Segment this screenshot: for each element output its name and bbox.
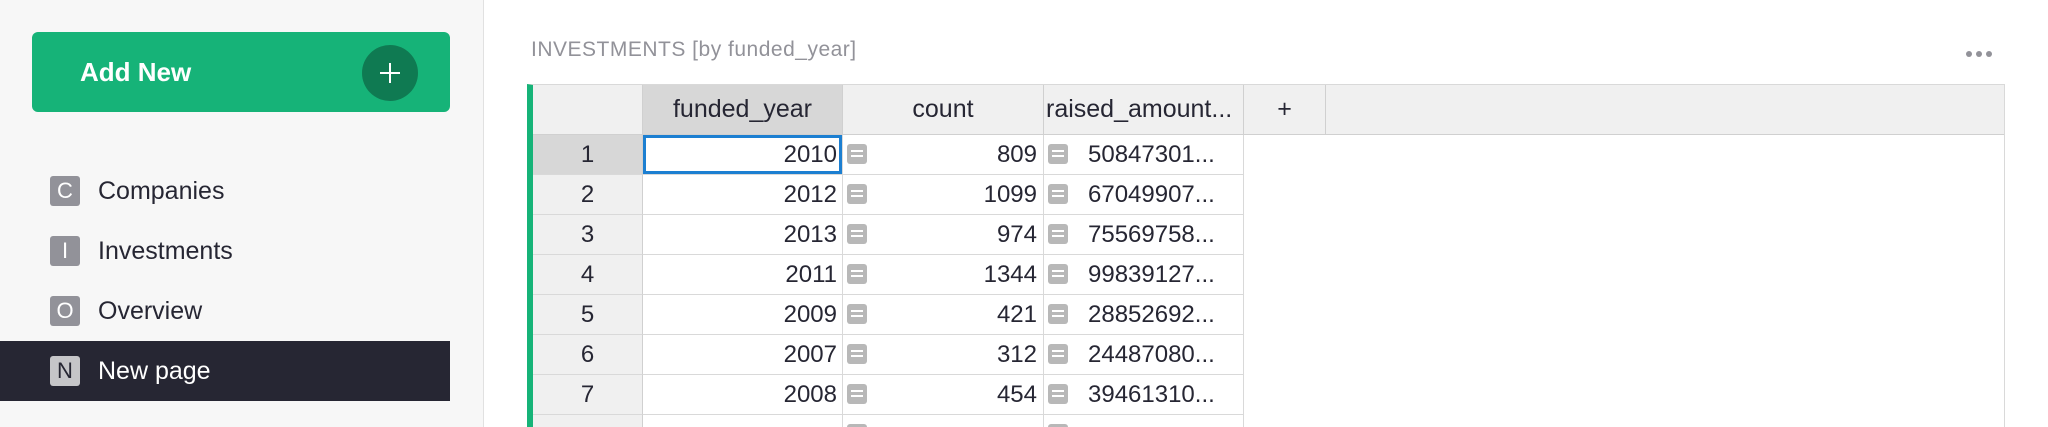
table-row: 7 2008 454 39461310... xyxy=(533,375,2004,415)
cell-funded-year[interactable]: 2010 xyxy=(643,135,843,175)
table-row: 4 2011 1344 99839127... xyxy=(533,255,2004,295)
cell-funded-year[interactable]: 2009 xyxy=(643,295,843,335)
formula-icon xyxy=(1048,384,1068,404)
cell-count[interactable]: 1344 xyxy=(843,255,1044,295)
formula-icon xyxy=(847,224,867,244)
cell-value: 312 xyxy=(996,341,1037,368)
cell-raised-amount[interactable]: 28852692... xyxy=(1044,295,1244,335)
column-header-funded-year[interactable]: funded_year xyxy=(643,85,843,134)
page-item-label: New page xyxy=(98,357,211,385)
cell-value: 1344 xyxy=(983,261,1037,288)
cell-value: 454 xyxy=(996,381,1037,408)
formula-icon xyxy=(847,184,867,204)
formula-icon xyxy=(1048,184,1068,204)
cell-raised-amount[interactable] xyxy=(1044,415,1244,427)
page-item-label: Overview xyxy=(98,297,203,325)
plus-icon xyxy=(362,45,418,101)
cell-raised-amount[interactable]: 99839127... xyxy=(1044,255,1244,295)
page-item-new-page[interactable]: N New page xyxy=(0,341,450,401)
add-column-button[interactable]: + xyxy=(1244,85,1326,134)
cell-count[interactable]: 809 xyxy=(843,135,1044,175)
more-options-icon[interactable] xyxy=(1964,44,1994,64)
table-row: 1 2010 809 50847301... xyxy=(533,135,2004,175)
column-header-raised-amount[interactable]: raised_amount... xyxy=(1044,85,1244,134)
page-item-overview[interactable]: O Overview xyxy=(0,281,450,341)
formula-icon xyxy=(847,264,867,284)
cell-value: 974 xyxy=(996,221,1037,248)
page-item-companies[interactable]: C Companies xyxy=(0,161,450,221)
cell-value: 809 xyxy=(996,141,1037,168)
page-item-label: Investments xyxy=(98,237,233,265)
add-new-label: Add New xyxy=(80,57,192,87)
table-row-partial xyxy=(533,415,2004,427)
formula-icon xyxy=(847,424,867,427)
formula-icon xyxy=(1048,344,1068,364)
cell-count[interactable]: 1099 xyxy=(843,175,1044,215)
formula-icon xyxy=(847,384,867,404)
formula-icon xyxy=(847,304,867,324)
row-number[interactable]: 1 xyxy=(533,135,643,175)
cell-count[interactable]: 421 xyxy=(843,295,1044,335)
page-letter-icon: O xyxy=(50,296,80,326)
page-letter-icon: N xyxy=(50,356,80,386)
row-number[interactable] xyxy=(533,415,643,427)
formula-icon xyxy=(1048,224,1068,244)
cell-value: 1099 xyxy=(983,181,1037,208)
cell-value: 421 xyxy=(996,301,1037,328)
formula-icon xyxy=(1048,304,1068,324)
sidebar: Add New C Companies I Investments O Over… xyxy=(0,0,484,427)
table-row: 6 2007 312 24487080... xyxy=(533,335,2004,375)
page-item-label: Companies xyxy=(98,177,225,205)
cell-value: 50847301... xyxy=(1088,141,1215,168)
cell-raised-amount[interactable]: 39461310... xyxy=(1044,375,1244,415)
row-number[interactable]: 5 xyxy=(533,295,643,335)
cell-count[interactable] xyxy=(843,415,1044,427)
cell-value: 28852692... xyxy=(1088,301,1215,328)
formula-icon xyxy=(1048,144,1068,164)
column-header-count[interactable]: count xyxy=(843,85,1044,134)
formula-icon xyxy=(847,344,867,364)
cell-value: 39461310... xyxy=(1088,381,1215,408)
add-new-button[interactable]: Add New xyxy=(32,32,450,112)
table-row: 3 2013 974 75569758... xyxy=(533,215,2004,255)
section-title: INVESTMENTS [by funded_year] xyxy=(531,38,857,61)
cell-funded-year[interactable]: 2007 xyxy=(643,335,843,375)
cell-raised-amount[interactable]: 67049907... xyxy=(1044,175,1244,215)
cell-raised-amount[interactable]: 50847301... xyxy=(1044,135,1244,175)
formula-icon xyxy=(847,144,867,164)
column-header-row: funded_year count raised_amount... + xyxy=(533,85,2004,135)
cell-count[interactable]: 974 xyxy=(843,215,1044,255)
page-item-investments[interactable]: I Investments xyxy=(0,221,450,281)
table-row: 2 2012 1099 67049907... xyxy=(533,175,2004,215)
cell-value: 67049907... xyxy=(1088,181,1215,208)
grid-corner[interactable] xyxy=(533,85,643,134)
cell-raised-amount[interactable]: 24487080... xyxy=(1044,335,1244,375)
cell-funded-year[interactable] xyxy=(643,415,843,427)
cell-raised-amount[interactable]: 75569758... xyxy=(1044,215,1244,255)
page-letter-icon: C xyxy=(50,176,80,206)
page-letter-icon: I xyxy=(50,236,80,266)
cell-count[interactable]: 312 xyxy=(843,335,1044,375)
cell-value: 24487080... xyxy=(1088,341,1215,368)
row-number[interactable]: 7 xyxy=(533,375,643,415)
row-number[interactable]: 3 xyxy=(533,215,643,255)
row-number[interactable]: 2 xyxy=(533,175,643,215)
cell-funded-year[interactable]: 2013 xyxy=(643,215,843,255)
row-number[interactable]: 4 xyxy=(533,255,643,295)
page-list: C Companies I Investments O Overview N N… xyxy=(0,161,450,401)
formula-icon xyxy=(1048,424,1068,427)
cell-value: 99839127... xyxy=(1088,261,1215,288)
cell-funded-year[interactable]: 2012 xyxy=(643,175,843,215)
cell-count[interactable]: 454 xyxy=(843,375,1044,415)
data-grid: funded_year count raised_amount... + 1 2… xyxy=(527,84,2005,427)
row-number[interactable]: 6 xyxy=(533,335,643,375)
formula-icon xyxy=(1048,264,1068,284)
grid-body: 1 2010 809 50847301... 2 2012 1099 67049… xyxy=(533,135,2004,427)
cell-funded-year[interactable]: 2011 xyxy=(643,255,843,295)
table-row: 5 2009 421 28852692... xyxy=(533,295,2004,335)
cell-value: 75569758... xyxy=(1088,221,1215,248)
cell-funded-year[interactable]: 2008 xyxy=(643,375,843,415)
